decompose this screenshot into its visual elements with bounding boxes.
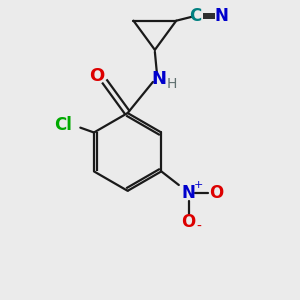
Text: -: -	[197, 220, 202, 234]
Text: H: H	[166, 77, 177, 91]
Text: Cl: Cl	[54, 116, 72, 134]
Text: +: +	[194, 180, 203, 190]
Text: N: N	[182, 184, 196, 202]
Text: O: O	[182, 213, 196, 231]
Text: N: N	[151, 70, 166, 88]
Text: O: O	[208, 184, 223, 202]
Text: C: C	[190, 7, 202, 25]
Text: N: N	[214, 7, 228, 25]
Text: O: O	[89, 67, 104, 85]
